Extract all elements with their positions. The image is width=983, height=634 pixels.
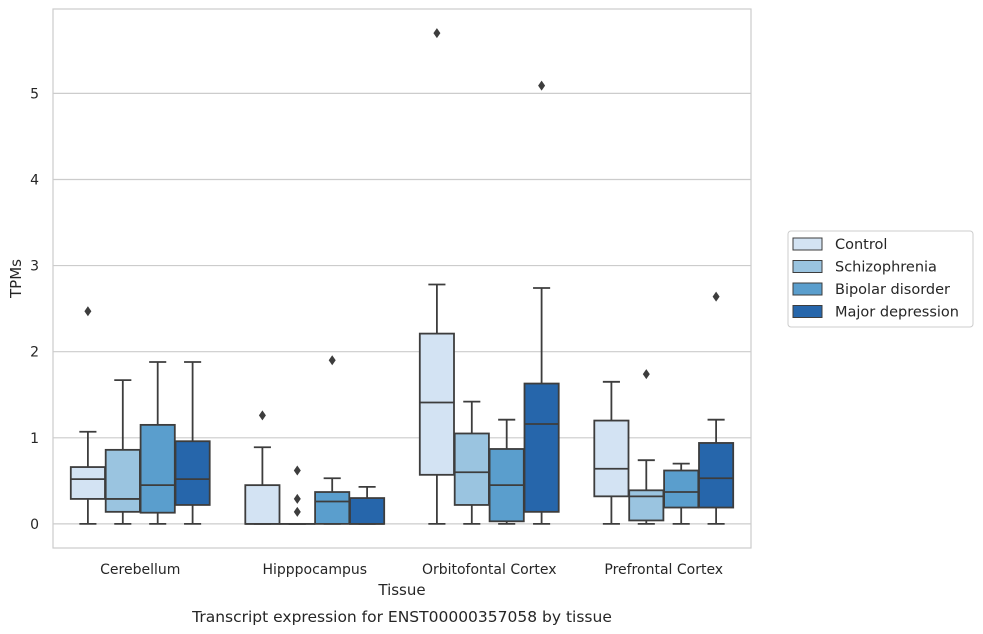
x-tick-label: Orbitofontal Cortex: [422, 562, 557, 578]
box-body: [244, 484, 281, 525]
y-tick-label: 4: [30, 172, 39, 188]
box-body: [418, 332, 455, 476]
box-body: [139, 423, 176, 514]
box-body: [104, 448, 141, 513]
legend-swatch: [792, 282, 823, 296]
outlier-point: [258, 410, 266, 421]
box: [698, 291, 735, 525]
y-tick-label: 2: [30, 345, 39, 361]
x-tick-label: Hipppocampus: [262, 562, 367, 578]
legend-entry: Major depression: [835, 305, 959, 321]
box: [593, 380, 630, 525]
box-body: [453, 432, 490, 506]
y-axis-label: TPMs: [7, 259, 25, 299]
box: [139, 361, 176, 525]
y-tick-label: 5: [30, 86, 39, 102]
box: [418, 28, 455, 525]
box: [69, 306, 106, 525]
box: [314, 355, 351, 525]
box: [104, 379, 141, 525]
box-body: [698, 442, 735, 509]
plot-area: [52, 8, 752, 549]
box: [244, 410, 281, 525]
box-body: [349, 497, 386, 525]
legend-entry: Bipolar disorder: [835, 282, 950, 298]
outlier-point: [293, 493, 301, 504]
y-tick-label: 0: [30, 517, 39, 533]
outlier-point: [293, 465, 301, 476]
legend-swatch: [792, 260, 823, 273]
box: [628, 369, 665, 525]
legend-frame: [787, 230, 974, 328]
box: [488, 418, 525, 525]
x-tick-label: Prefrontal Cortex: [604, 562, 723, 578]
y-tick-label: 3: [30, 259, 39, 275]
outlier-point: [642, 369, 650, 380]
box: [663, 462, 700, 525]
outlier-point: [328, 355, 336, 366]
outlier-point: [293, 506, 301, 517]
outlier-point: [538, 80, 546, 91]
boxes: [69, 28, 735, 525]
outlier-point: [712, 291, 720, 302]
box: [174, 361, 211, 525]
x-tick-label: Cerebellum: [100, 562, 180, 578]
box-body: [663, 469, 700, 509]
legend: Control Schizophrenia Bipolar disorder Majo…: [787, 230, 974, 328]
box-body: [69, 466, 106, 500]
box: [349, 485, 386, 525]
box-body: [174, 440, 211, 506]
outlier-point: [433, 28, 441, 39]
box-body: [628, 489, 665, 522]
box-body: [523, 382, 560, 513]
box: [453, 400, 490, 525]
box-body: [314, 491, 351, 525]
box-body: [593, 419, 630, 498]
legend-swatch: [792, 305, 823, 318]
legend-entry: Schizophrenia: [835, 260, 937, 276]
x-axis-label: Tissue: [377, 581, 425, 599]
y-axis-ticks: 0 1 2 3 4 5: [30, 86, 39, 533]
legend-entry: Control: [835, 237, 887, 253]
x-axis-ticks: Cerebellum Hipppocampus Orbitofontal Corte…: [100, 562, 723, 578]
y-tick-label: 1: [30, 431, 39, 447]
box: [279, 465, 316, 525]
chart-caption: Transcript expression for ENST0000035705…: [191, 608, 612, 626]
box: [523, 80, 560, 525]
legend-swatch: [792, 237, 823, 251]
outlier-point: [84, 306, 92, 317]
